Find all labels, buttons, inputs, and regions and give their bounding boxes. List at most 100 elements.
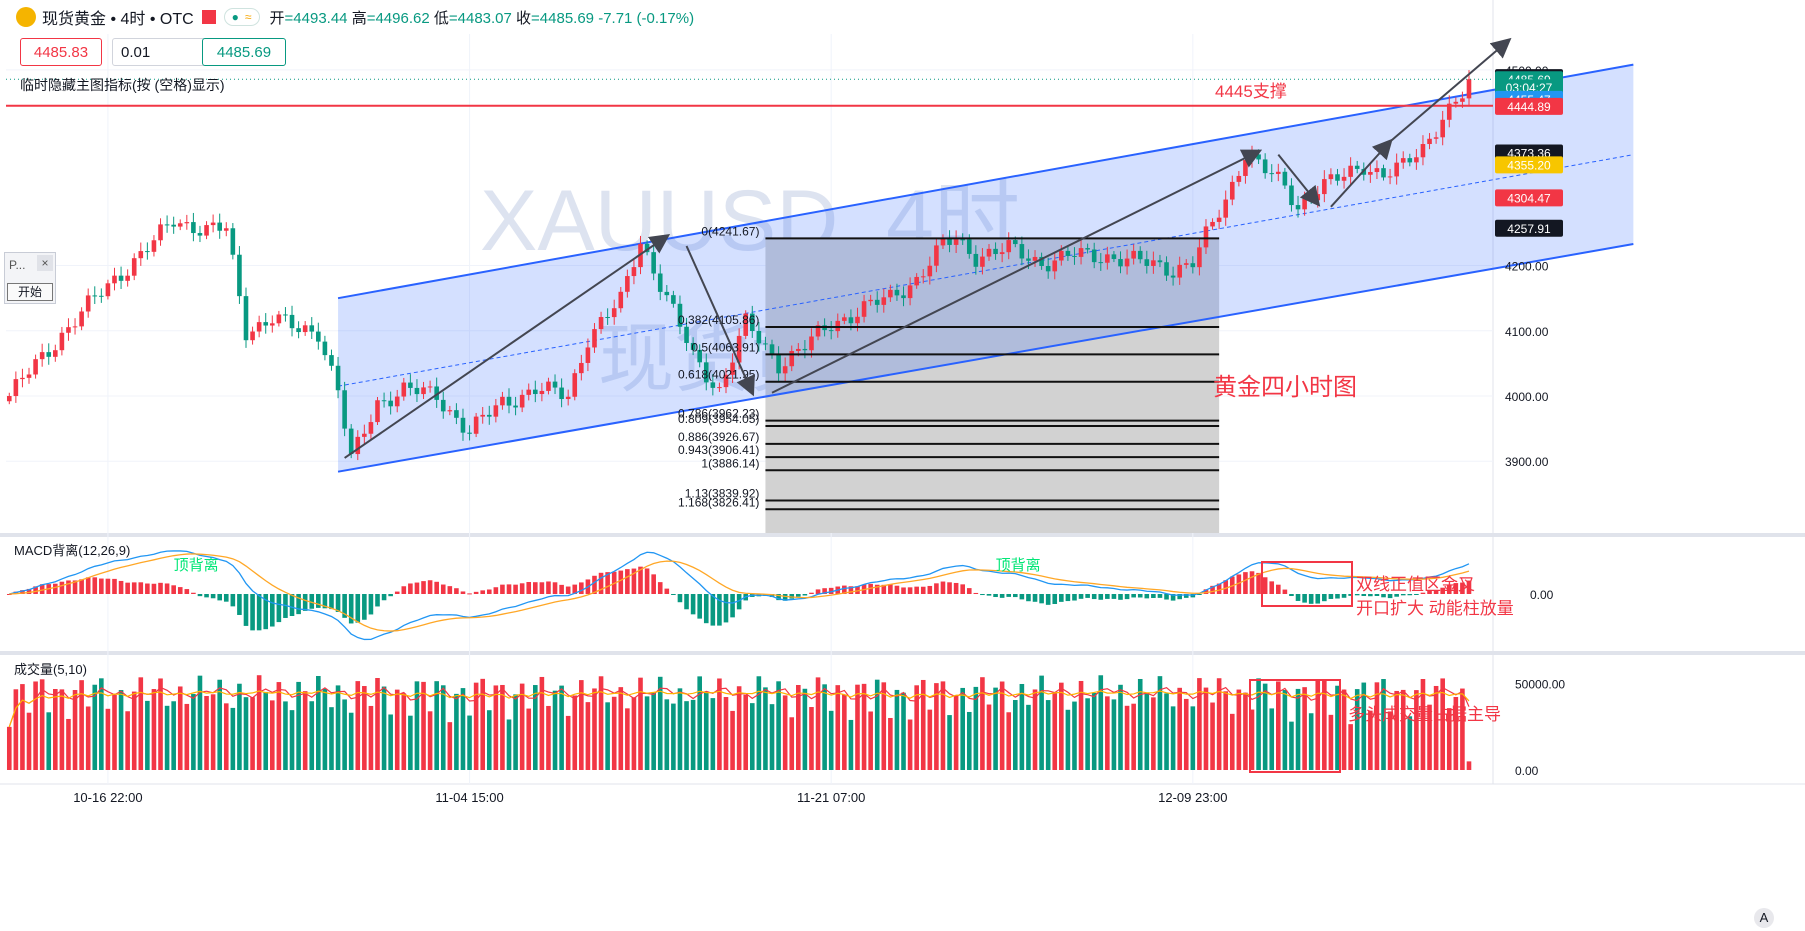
candle <box>934 245 939 266</box>
candle <box>158 224 163 241</box>
volume-bar <box>1322 680 1327 770</box>
macd-histogram-bar <box>999 594 1005 598</box>
fib-level-label: 1.13(3839.92) <box>685 486 760 500</box>
symbol-title[interactable]: 现货黄金 • 4时 • OTC <box>42 11 194 28</box>
candle <box>53 350 58 357</box>
volume-bar <box>440 685 446 770</box>
macd-histogram-bar <box>618 570 624 594</box>
macd-histogram-bar <box>1354 594 1360 596</box>
volume-bar <box>999 681 1005 770</box>
volume-bar <box>1098 675 1104 770</box>
macd-histogram-bar <box>1328 594 1334 599</box>
flag-icon[interactable] <box>201 10 216 24</box>
trend-arrow <box>1389 37 1512 143</box>
volume-bar <box>1039 675 1044 770</box>
volume-bar <box>79 680 84 770</box>
buy-price-button[interactable]: 4485.69 <box>202 38 286 66</box>
volume-bar <box>1144 692 1150 770</box>
volume-bar <box>1368 710 1373 770</box>
volume-bar <box>657 676 663 770</box>
macd-histogram-bar <box>1111 594 1117 599</box>
sell-price-button[interactable]: 4485.83 <box>20 38 102 66</box>
volume-bar <box>1433 685 1439 770</box>
volume-bar <box>46 712 52 770</box>
candle <box>164 224 170 226</box>
macd-histogram-bar <box>1322 594 1327 602</box>
candle <box>454 410 459 418</box>
channel-lower-line <box>337 243 1634 473</box>
volume-bar <box>953 695 959 770</box>
candle <box>1243 159 1248 176</box>
macd-highlight-box <box>1261 561 1353 607</box>
macd-histogram-bar <box>256 594 262 631</box>
macd-histogram-bar <box>263 594 269 630</box>
volume-bar <box>138 677 144 770</box>
candle <box>1059 250 1064 261</box>
volume-bar <box>467 715 472 770</box>
volume-bar <box>1282 690 1288 770</box>
candle <box>1124 258 1130 267</box>
volume-bar <box>835 685 841 770</box>
candle <box>1460 98 1465 102</box>
candle <box>1466 79 1472 99</box>
macd-histogram-bar <box>184 589 190 594</box>
volume-bar <box>1420 679 1426 770</box>
volume-bar <box>1197 678 1202 770</box>
volume-bar <box>171 701 176 770</box>
time-tick-label: 11-04 15:00 <box>435 790 503 805</box>
macd-histogram-bar <box>789 594 795 599</box>
volume-bar <box>618 687 624 770</box>
volume-bar <box>1460 688 1465 770</box>
quantity-input[interactable]: 0.01 <box>112 38 206 66</box>
volume-bar <box>585 702 591 770</box>
macd-histogram-bar <box>105 578 111 594</box>
candle <box>579 362 584 374</box>
volume-bar <box>217 679 222 770</box>
macd-histogram-bar <box>447 586 453 594</box>
candle <box>276 314 282 324</box>
volume-bar <box>39 679 45 770</box>
macd-histogram-bar <box>533 582 538 594</box>
macd-histogram-bar <box>362 594 367 620</box>
candle <box>644 243 650 253</box>
macd-histogram-bar <box>874 584 880 594</box>
status-pill[interactable]: ● ≈ <box>223 8 260 26</box>
volume-bar <box>20 684 25 770</box>
macd-histogram-bar <box>519 583 525 594</box>
candle <box>375 400 380 423</box>
start-button[interactable]: 开始 <box>7 283 53 301</box>
macd-histogram-bar <box>506 584 512 594</box>
candle <box>421 387 426 395</box>
candle <box>657 273 663 292</box>
volume-bar <box>920 679 926 770</box>
macd-histogram-bar <box>671 594 676 595</box>
candle <box>855 316 860 324</box>
price-label-text: 4355.20 <box>1507 158 1551 172</box>
candle <box>460 417 466 433</box>
volume-bar <box>1414 690 1419 770</box>
candle <box>500 396 505 406</box>
candle <box>1302 198 1307 210</box>
volume-bar <box>1059 682 1064 770</box>
candle <box>802 348 808 351</box>
candle <box>322 341 328 356</box>
candle <box>874 299 880 305</box>
macd-histogram-bar <box>493 587 499 594</box>
candle <box>651 252 656 274</box>
candle <box>362 433 367 437</box>
candle <box>1341 176 1347 181</box>
close-icon[interactable]: × <box>37 255 53 271</box>
volume-bar <box>592 688 597 770</box>
candle <box>565 396 571 400</box>
auto-scale-button[interactable]: A <box>1754 908 1774 928</box>
volume-bar <box>638 677 643 770</box>
volume-bar <box>533 685 538 770</box>
macd-histogram-bar <box>289 594 295 616</box>
candle <box>230 228 236 255</box>
volume-bar <box>1137 678 1143 770</box>
macd-histogram-bar <box>1006 594 1012 597</box>
candle <box>1177 264 1182 278</box>
candle <box>763 343 768 345</box>
candle <box>717 387 722 389</box>
